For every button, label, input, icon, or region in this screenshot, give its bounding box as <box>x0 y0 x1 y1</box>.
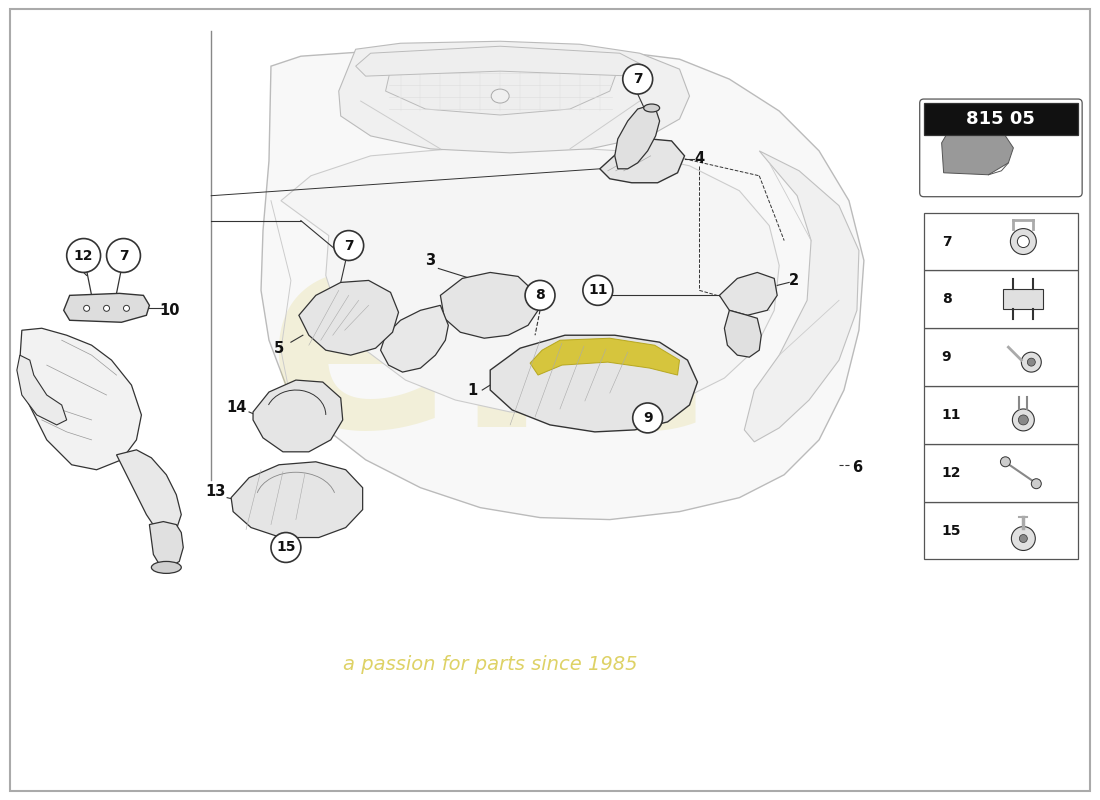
Polygon shape <box>440 273 538 338</box>
Text: 12: 12 <box>942 466 961 480</box>
Circle shape <box>123 306 130 311</box>
Polygon shape <box>261 46 864 519</box>
Text: 11: 11 <box>942 408 961 422</box>
Polygon shape <box>615 106 660 169</box>
Circle shape <box>1012 409 1034 431</box>
Circle shape <box>583 275 613 306</box>
Text: 10: 10 <box>160 303 179 318</box>
Circle shape <box>1032 478 1042 489</box>
Polygon shape <box>600 139 684 182</box>
Bar <box>924 270 1078 328</box>
Polygon shape <box>530 338 680 375</box>
Polygon shape <box>299 281 398 355</box>
Circle shape <box>1019 415 1028 425</box>
Text: 15: 15 <box>942 523 961 538</box>
Text: 12: 12 <box>74 249 94 262</box>
Text: 2: 2 <box>789 273 800 288</box>
Circle shape <box>623 64 652 94</box>
Ellipse shape <box>644 104 660 112</box>
Polygon shape <box>719 273 778 315</box>
Circle shape <box>1011 526 1035 550</box>
Circle shape <box>67 238 100 273</box>
Circle shape <box>525 281 556 310</box>
Circle shape <box>84 306 89 311</box>
Text: 1: 1 <box>468 382 477 398</box>
Circle shape <box>1020 534 1027 542</box>
Polygon shape <box>150 522 184 567</box>
Polygon shape <box>381 306 449 372</box>
Bar <box>924 386 1078 444</box>
Polygon shape <box>339 42 690 153</box>
Ellipse shape <box>152 562 182 574</box>
Ellipse shape <box>492 89 509 103</box>
Circle shape <box>107 238 141 273</box>
FancyBboxPatch shape <box>920 99 1082 197</box>
Polygon shape <box>20 328 142 470</box>
Text: 8: 8 <box>942 292 952 306</box>
Polygon shape <box>942 128 1013 174</box>
Bar <box>924 502 1078 559</box>
Circle shape <box>103 306 110 311</box>
Bar <box>924 213 1078 270</box>
Polygon shape <box>253 380 343 452</box>
Text: 13: 13 <box>205 484 225 499</box>
Bar <box>924 444 1078 502</box>
Circle shape <box>1022 352 1042 372</box>
Text: 9: 9 <box>942 350 952 364</box>
Polygon shape <box>745 151 859 442</box>
Text: 7: 7 <box>119 249 129 262</box>
Text: 9: 9 <box>642 411 652 425</box>
Text: 11: 11 <box>588 283 607 298</box>
Text: 6: 6 <box>851 460 862 475</box>
Polygon shape <box>64 294 150 322</box>
Bar <box>924 103 1078 135</box>
Circle shape <box>632 403 662 433</box>
Polygon shape <box>386 50 618 115</box>
Text: 3: 3 <box>426 253 436 268</box>
Text: 7: 7 <box>344 238 353 253</box>
Polygon shape <box>725 310 761 357</box>
Text: elc: elc <box>266 215 714 485</box>
Text: 4: 4 <box>694 151 704 166</box>
Circle shape <box>271 533 301 562</box>
Text: 5: 5 <box>274 341 284 356</box>
Text: 7: 7 <box>632 72 642 86</box>
Polygon shape <box>231 462 363 538</box>
Text: a passion for parts since 1985: a passion for parts since 1985 <box>343 654 638 674</box>
Polygon shape <box>117 450 182 534</box>
Polygon shape <box>280 146 779 415</box>
Text: 8: 8 <box>536 288 544 302</box>
Bar <box>1003 290 1043 310</box>
Polygon shape <box>491 335 697 432</box>
Circle shape <box>333 230 364 261</box>
Circle shape <box>1000 457 1011 466</box>
Circle shape <box>1027 358 1035 366</box>
Text: 7: 7 <box>942 234 952 249</box>
Circle shape <box>1018 235 1030 247</box>
Polygon shape <box>16 355 67 425</box>
Bar <box>924 328 1078 386</box>
Text: 815 05: 815 05 <box>967 110 1035 128</box>
Text: 15: 15 <box>276 541 296 554</box>
Polygon shape <box>355 46 645 76</box>
Text: 14: 14 <box>226 401 246 415</box>
Circle shape <box>1011 229 1036 254</box>
